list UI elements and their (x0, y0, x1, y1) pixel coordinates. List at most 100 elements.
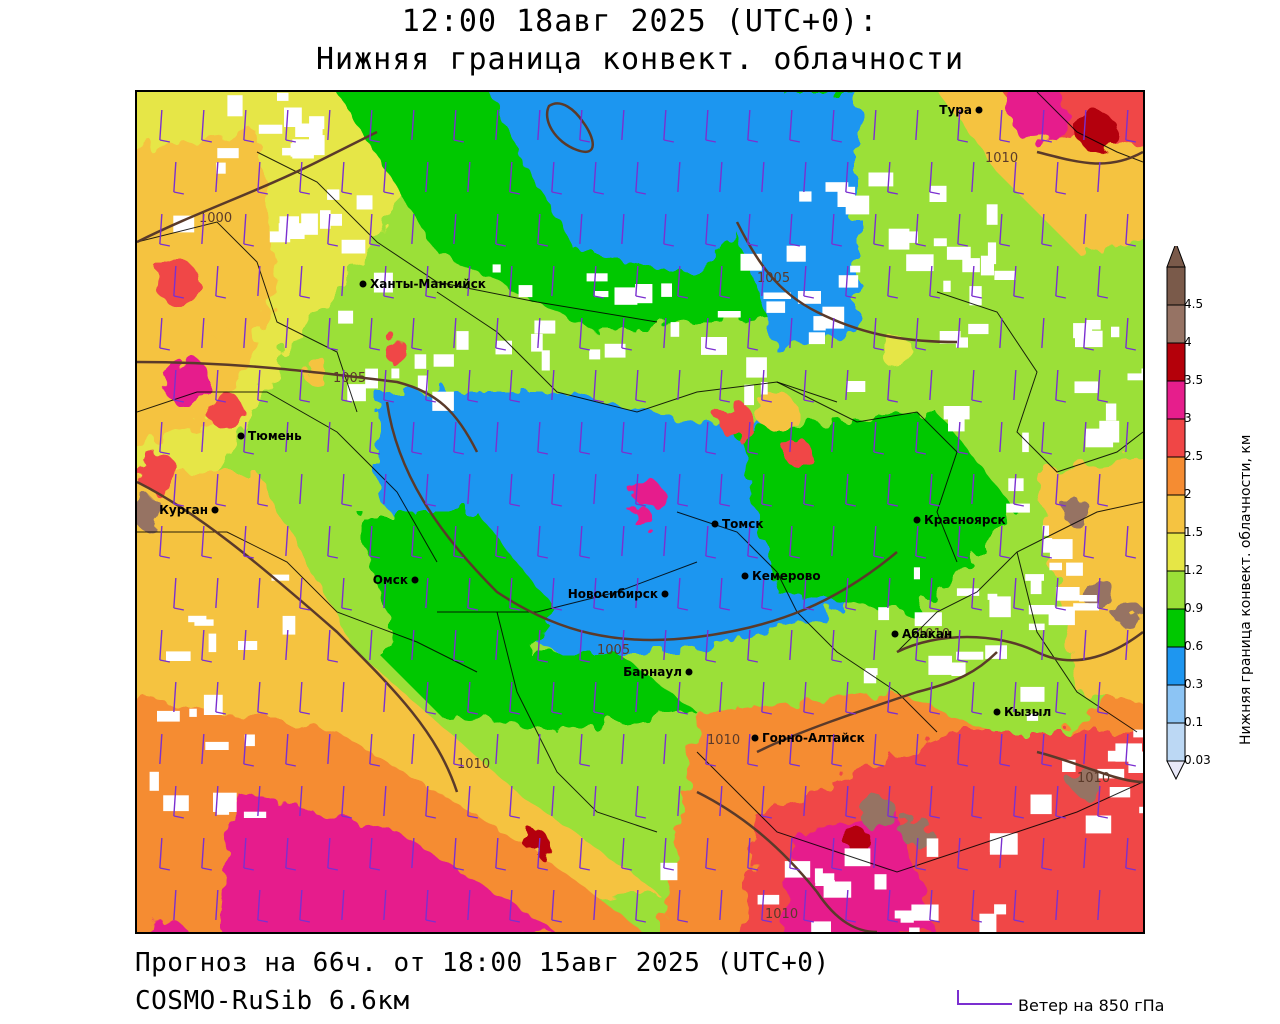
wind-barb (663, 733, 667, 765)
wind-barb (369, 213, 380, 247)
wind-barb (299, 889, 310, 923)
legend-swatch (1166, 266, 1186, 306)
wind-barb (341, 681, 345, 713)
wind-barb (1055, 473, 1066, 507)
wind-barb (1097, 161, 1101, 193)
wind-barb (1097, 785, 1108, 819)
wind-barb (201, 525, 212, 559)
legend-swatch (1166, 456, 1186, 496)
legend-swatch (1166, 608, 1186, 648)
wind-barb (411, 421, 422, 455)
wind-barb (537, 629, 548, 663)
wind-barb (705, 421, 716, 455)
wind-barb (467, 265, 471, 297)
wind-barb (593, 577, 604, 611)
wind-barb (1097, 577, 1108, 611)
wind-barb (551, 473, 562, 507)
wind-barb (663, 525, 667, 557)
wind-barb (663, 629, 667, 661)
wind-barb (425, 369, 436, 403)
wind-barb (831, 421, 835, 453)
wind-barb (1097, 889, 1101, 921)
wind-barb (453, 629, 464, 663)
wind-barb (243, 733, 254, 767)
wind-barb (789, 629, 793, 661)
city-label: Кемерово (752, 569, 821, 583)
wind-barb (677, 577, 688, 611)
wind-barb (1013, 369, 1017, 401)
forecast-map: 1000 1005 1005 1005 1010 1010 1010 1010 1010 1010… (135, 90, 1145, 934)
wind-barb (1125, 109, 1136, 143)
isobar-line (696, 790, 878, 932)
wind-barb (453, 733, 464, 767)
wind-barb (845, 369, 849, 401)
wind-barb (1013, 473, 1024, 507)
wind-barb (467, 785, 478, 819)
wind-barb (537, 525, 548, 559)
wind-barb (201, 317, 205, 349)
legend-label: 3 (1184, 411, 1192, 425)
wind-barb (425, 785, 436, 819)
wind-barb (509, 785, 520, 819)
wind-barb (495, 733, 499, 765)
wind-barb (663, 317, 667, 349)
wind-barb (971, 369, 982, 403)
city-marker (891, 630, 899, 638)
wind-barb (873, 421, 884, 455)
wind-barb (285, 213, 289, 245)
wind-barb (411, 317, 422, 351)
wind-barb (383, 681, 387, 713)
wind-barb (929, 785, 940, 819)
isobar-label: 1010 (1077, 771, 1110, 786)
wind-barb (663, 421, 667, 453)
wind-barb (873, 213, 884, 247)
wind-barb (761, 473, 772, 507)
wind-barb (719, 785, 723, 817)
wind-barb (929, 577, 940, 611)
wind-barb (915, 733, 926, 767)
wind-barb (999, 317, 1003, 349)
wind-barb (1097, 681, 1108, 715)
wind-barb (1013, 265, 1024, 299)
wind-barb (257, 161, 268, 195)
wind-barb (299, 369, 310, 403)
wind-barb (1013, 577, 1024, 611)
wind-barb (425, 889, 436, 923)
wind-barb (243, 213, 254, 247)
wind-barb (957, 733, 968, 767)
color-legend (1166, 246, 1186, 781)
wind-barb (285, 525, 289, 557)
wind-barb (761, 785, 772, 819)
isobar-label: 1010 (985, 151, 1018, 166)
wind-barb (929, 681, 940, 715)
wind-barb (537, 109, 541, 141)
wind-barb (1055, 369, 1066, 403)
wind-barb (327, 109, 331, 141)
wind-barb (621, 525, 625, 557)
wind-barb (887, 889, 898, 923)
wind-barb (929, 889, 940, 923)
wind-barb (551, 889, 562, 923)
isobar-label: 1010 (707, 733, 740, 748)
wind-barb (509, 577, 520, 611)
wind-barb (341, 265, 345, 297)
wind-barb (173, 889, 177, 921)
wind-barb (215, 785, 219, 817)
wind-barb (789, 421, 793, 453)
wind-barb (215, 369, 226, 403)
wind-barb (257, 369, 268, 403)
city-marker (685, 668, 693, 676)
wind-barb (1125, 317, 1136, 351)
wind-barb (509, 889, 520, 923)
city-marker (975, 106, 983, 114)
wind-barb (257, 577, 261, 609)
wind-barb (971, 889, 982, 923)
legend-swatch (1166, 304, 1186, 344)
wind-barb (1083, 109, 1087, 141)
wind-barb (971, 161, 975, 193)
wind-barb (705, 317, 716, 351)
wind-barb (159, 317, 170, 351)
wind-barb (201, 213, 205, 245)
wind-barb (467, 577, 478, 611)
wind-barb (789, 525, 800, 559)
